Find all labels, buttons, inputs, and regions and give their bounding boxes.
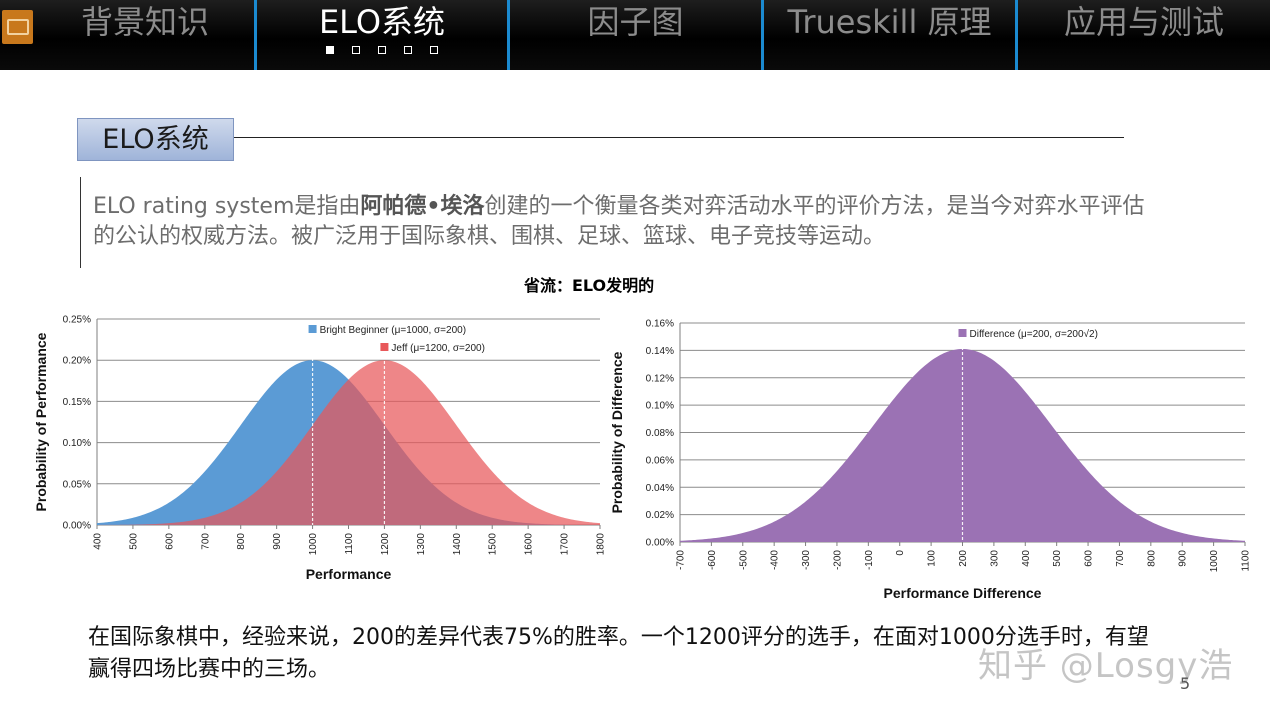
x-tick-label: 800: [236, 533, 247, 550]
x-tick-label: 700: [200, 533, 211, 550]
tab-label: ELO系统: [318, 3, 446, 41]
quote-bar: [80, 177, 81, 268]
x-axis-title: Performance Difference: [884, 585, 1042, 601]
legend-swatch: [308, 325, 317, 333]
performance-distribution-chart: 0.00% 0.05% 0.10% 0.15% 0.20% 0.25% Bright Beg…: [33, 315, 607, 583]
intro-text-1: ELO rating system是指由: [93, 194, 361, 219]
tab-factor-graph[interactable]: 因子图: [510, 0, 761, 70]
x-tick-label: 700: [1115, 550, 1126, 567]
x-tick-label: 1100: [344, 533, 355, 555]
tab-separator: [1015, 0, 1018, 70]
y-tick-label: 0.10%: [646, 401, 674, 412]
slide-progress-dots: [257, 46, 507, 54]
bottom-explanation: 在国际象棋中，经验来说，200的差异代表75%的胜率。一个1200评分的选手，在…: [88, 625, 1149, 682]
x-tick-label: 800: [1146, 550, 1157, 567]
watermark: 知乎 @Losgy浩: [978, 646, 1234, 686]
intro-text-2: 创建的一个衡量各类对弈活动水平的评价方法，是当今对弈水平评估的公认的权威方法。被…: [93, 194, 1145, 249]
x-tick-label: 900: [272, 533, 283, 550]
inventor-name: 阿帕德•埃洛: [360, 194, 485, 219]
progress-dot: [352, 46, 360, 54]
y-tick-label: 0.14%: [646, 346, 674, 357]
x-tick-label: 1200: [380, 533, 391, 556]
top-navigation: 背景知识 ELO系统 因子图 Trueskill 原理 应用与测试: [0, 0, 1270, 70]
tab-separator: [507, 0, 510, 70]
x-tick-label: -100: [864, 550, 875, 570]
y-tick-label: 0.00%: [63, 521, 91, 532]
logo-icon: [2, 10, 33, 44]
x-tick-label: 1000: [308, 533, 319, 556]
progress-dot: [378, 46, 386, 54]
x-tick-label: -200: [832, 550, 843, 570]
intro-paragraph: ELO rating system是指由阿帕德•埃洛创建的一个衡量各类对弈活动水…: [93, 192, 1153, 252]
y-axis-title: Probability of Performance: [33, 332, 49, 511]
y-tick-label: 0.25%: [63, 315, 91, 326]
y-tick-label: 0.12%: [646, 373, 674, 384]
x-tick-label: 0: [895, 550, 906, 556]
tab-label: 背景知识: [80, 3, 209, 41]
series-area: [97, 360, 600, 525]
y-tick-label: 0.10%: [63, 438, 91, 449]
page-number: 5: [1180, 674, 1191, 693]
x-tick-label: 1700: [560, 533, 571, 556]
x-tick-label: 600: [164, 533, 175, 550]
tab-trueskill[interactable]: Trueskill 原理: [764, 0, 1015, 70]
y-tick-label: 0.00%: [646, 538, 674, 549]
progress-dot: [404, 46, 412, 54]
x-tick-label: 500: [128, 533, 139, 550]
series-area: [680, 349, 1245, 542]
x-tick-label: 1300: [416, 533, 427, 556]
section-divider: [234, 137, 1124, 138]
legend-label: Jeff (μ=1200, σ=200): [391, 343, 484, 354]
tab-background[interactable]: 背景知识: [36, 0, 254, 70]
legend-swatch: [958, 329, 967, 337]
legend-label: Difference (μ=200, σ=200√2): [970, 328, 1098, 340]
x-tick-label: -600: [707, 550, 718, 570]
tab-label: Trueskill 原理: [787, 3, 992, 41]
x-tick-label: 1800: [596, 533, 607, 556]
legend-swatch: [380, 343, 389, 351]
progress-dot: [430, 46, 438, 54]
y-tick-label: 0.20%: [63, 356, 91, 367]
tab-elo-system[interactable]: ELO系统: [257, 0, 507, 70]
x-tick-label: 1100: [1241, 550, 1252, 572]
x-tick-label: 500: [1052, 550, 1063, 567]
x-tick-label: 300: [989, 550, 1000, 567]
summary-note: 省流：ELO发明的: [524, 276, 655, 295]
x-tick-label: 600: [1084, 550, 1095, 567]
x-tick-label: 400: [93, 533, 104, 550]
x-tick-label: -300: [801, 550, 812, 570]
performance-difference-chart: 0.00% 0.02% 0.04% 0.06% 0.08% 0.10% 0.12% 0.14%…: [609, 319, 1252, 602]
y-axis-title: Probability of Difference: [609, 351, 625, 513]
section-title: ELO系统: [77, 118, 234, 161]
x-tick-label: 400: [1021, 550, 1032, 567]
tab-separator: [254, 0, 257, 70]
y-tick-label: 0.08%: [646, 428, 674, 439]
x-tick-label: 900: [1178, 550, 1189, 567]
x-tick-label: -700: [676, 550, 687, 570]
x-tick-label: -500: [738, 550, 749, 570]
x-tick-label: 1000: [1209, 550, 1220, 573]
x-tick-label: -400: [770, 550, 781, 570]
tab-application[interactable]: 应用与测试: [1018, 0, 1270, 70]
x-axis-title: Performance: [306, 566, 392, 582]
y-tick-label: 0.15%: [63, 397, 91, 408]
y-tick-label: 0.06%: [646, 455, 674, 466]
y-tick-label: 0.16%: [646, 319, 674, 330]
tab-label: 因子图: [587, 3, 684, 41]
tab-separator: [761, 0, 764, 70]
x-tick-label: 1400: [452, 533, 463, 556]
tab-label: 应用与测试: [1063, 3, 1224, 41]
y-tick-label: 0.02%: [646, 510, 674, 521]
x-tick-label: 1500: [488, 533, 499, 556]
legend-label: Bright Beginner (μ=1000, σ=200): [320, 325, 466, 336]
progress-dot: [326, 46, 334, 54]
x-tick-label: 100: [927, 550, 938, 567]
x-tick-label: 200: [958, 550, 969, 567]
y-tick-label: 0.05%: [63, 479, 91, 490]
x-tick-label: 1600: [524, 533, 535, 556]
y-tick-label: 0.04%: [646, 483, 674, 494]
